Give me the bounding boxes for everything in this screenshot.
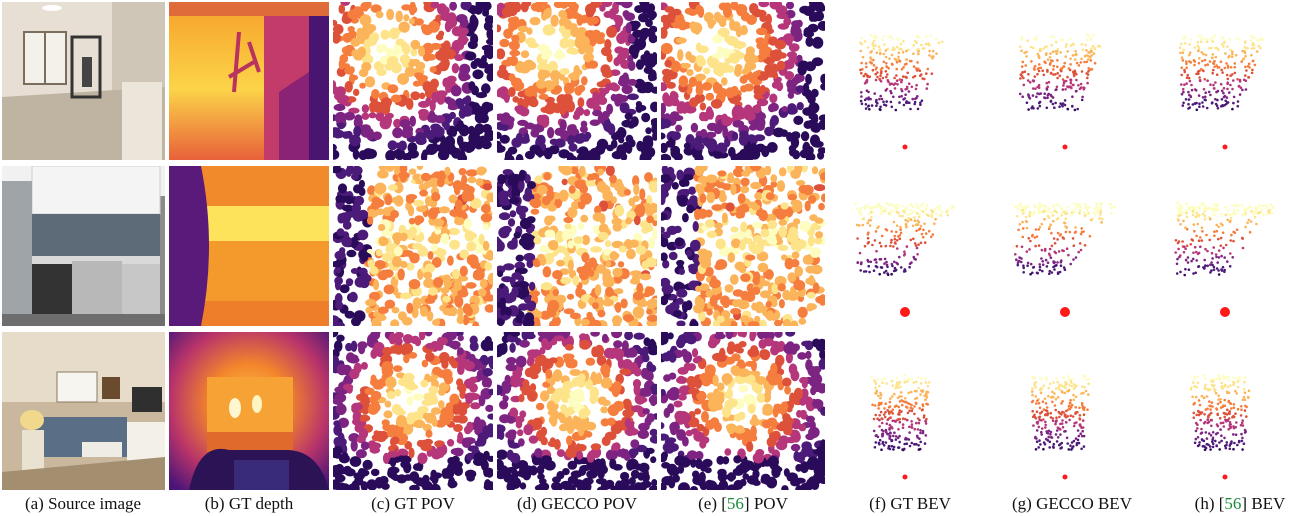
gt-bev-row2 [830,185,980,325]
caption-a: (a) Source image [24,494,142,513]
ref56-bev-row2 [1150,185,1300,325]
camera-position-marker [1062,144,1068,150]
ref56-pov-row1 [661,2,825,160]
gt-bev-row3 [830,350,980,490]
caption-e: (e) [56] POV [698,494,788,513]
gt-depth-row1 [169,2,329,160]
gecco-bev-row3 [990,350,1140,490]
citation-link[interactable]: 56 [1224,494,1242,513]
source-image-row3 [2,332,165,490]
camera-position-marker [1220,307,1230,317]
gecco-pov-row3 [497,332,657,490]
source-image-row1 [2,2,165,160]
citation-link[interactable]: 56 [726,494,744,513]
caption-d: (d) GECCO POV [517,494,637,513]
gecco-bev-row1 [990,20,1140,160]
camera-position-marker [1062,474,1068,480]
caption-f: (f) GT BEV [869,494,951,513]
gecco-pov-row1 [497,2,657,160]
camera-position-marker [900,307,910,317]
caption-g: (g) GECCO BEV [1012,494,1132,513]
gecco-bev-row2 [990,185,1140,325]
gt-pov-row2 [333,166,493,326]
camera-position-marker [1222,474,1228,480]
gecco-pov-row2 [497,166,657,326]
camera-position-marker [902,144,908,150]
caption-c: (c) GT POV [371,494,455,513]
gt-bev-row1 [830,20,980,160]
camera-position-marker [1060,307,1070,317]
gt-pov-row3 [333,332,493,490]
caption-h: (h) [56] BEV [1194,494,1286,513]
caption-b: (b) GT depth [204,494,294,513]
gt-pov-row1 [333,2,493,160]
ref56-pov-row3 [661,332,825,490]
ref56-bev-row3 [1150,350,1300,490]
camera-position-marker [1222,144,1228,150]
camera-position-marker [902,474,908,480]
ref56-pov-row2 [661,166,825,326]
ref56-bev-row1 [1150,20,1300,160]
gt-depth-row3 [169,332,329,490]
gt-depth-row2 [169,166,329,326]
source-image-row2 [2,166,165,326]
